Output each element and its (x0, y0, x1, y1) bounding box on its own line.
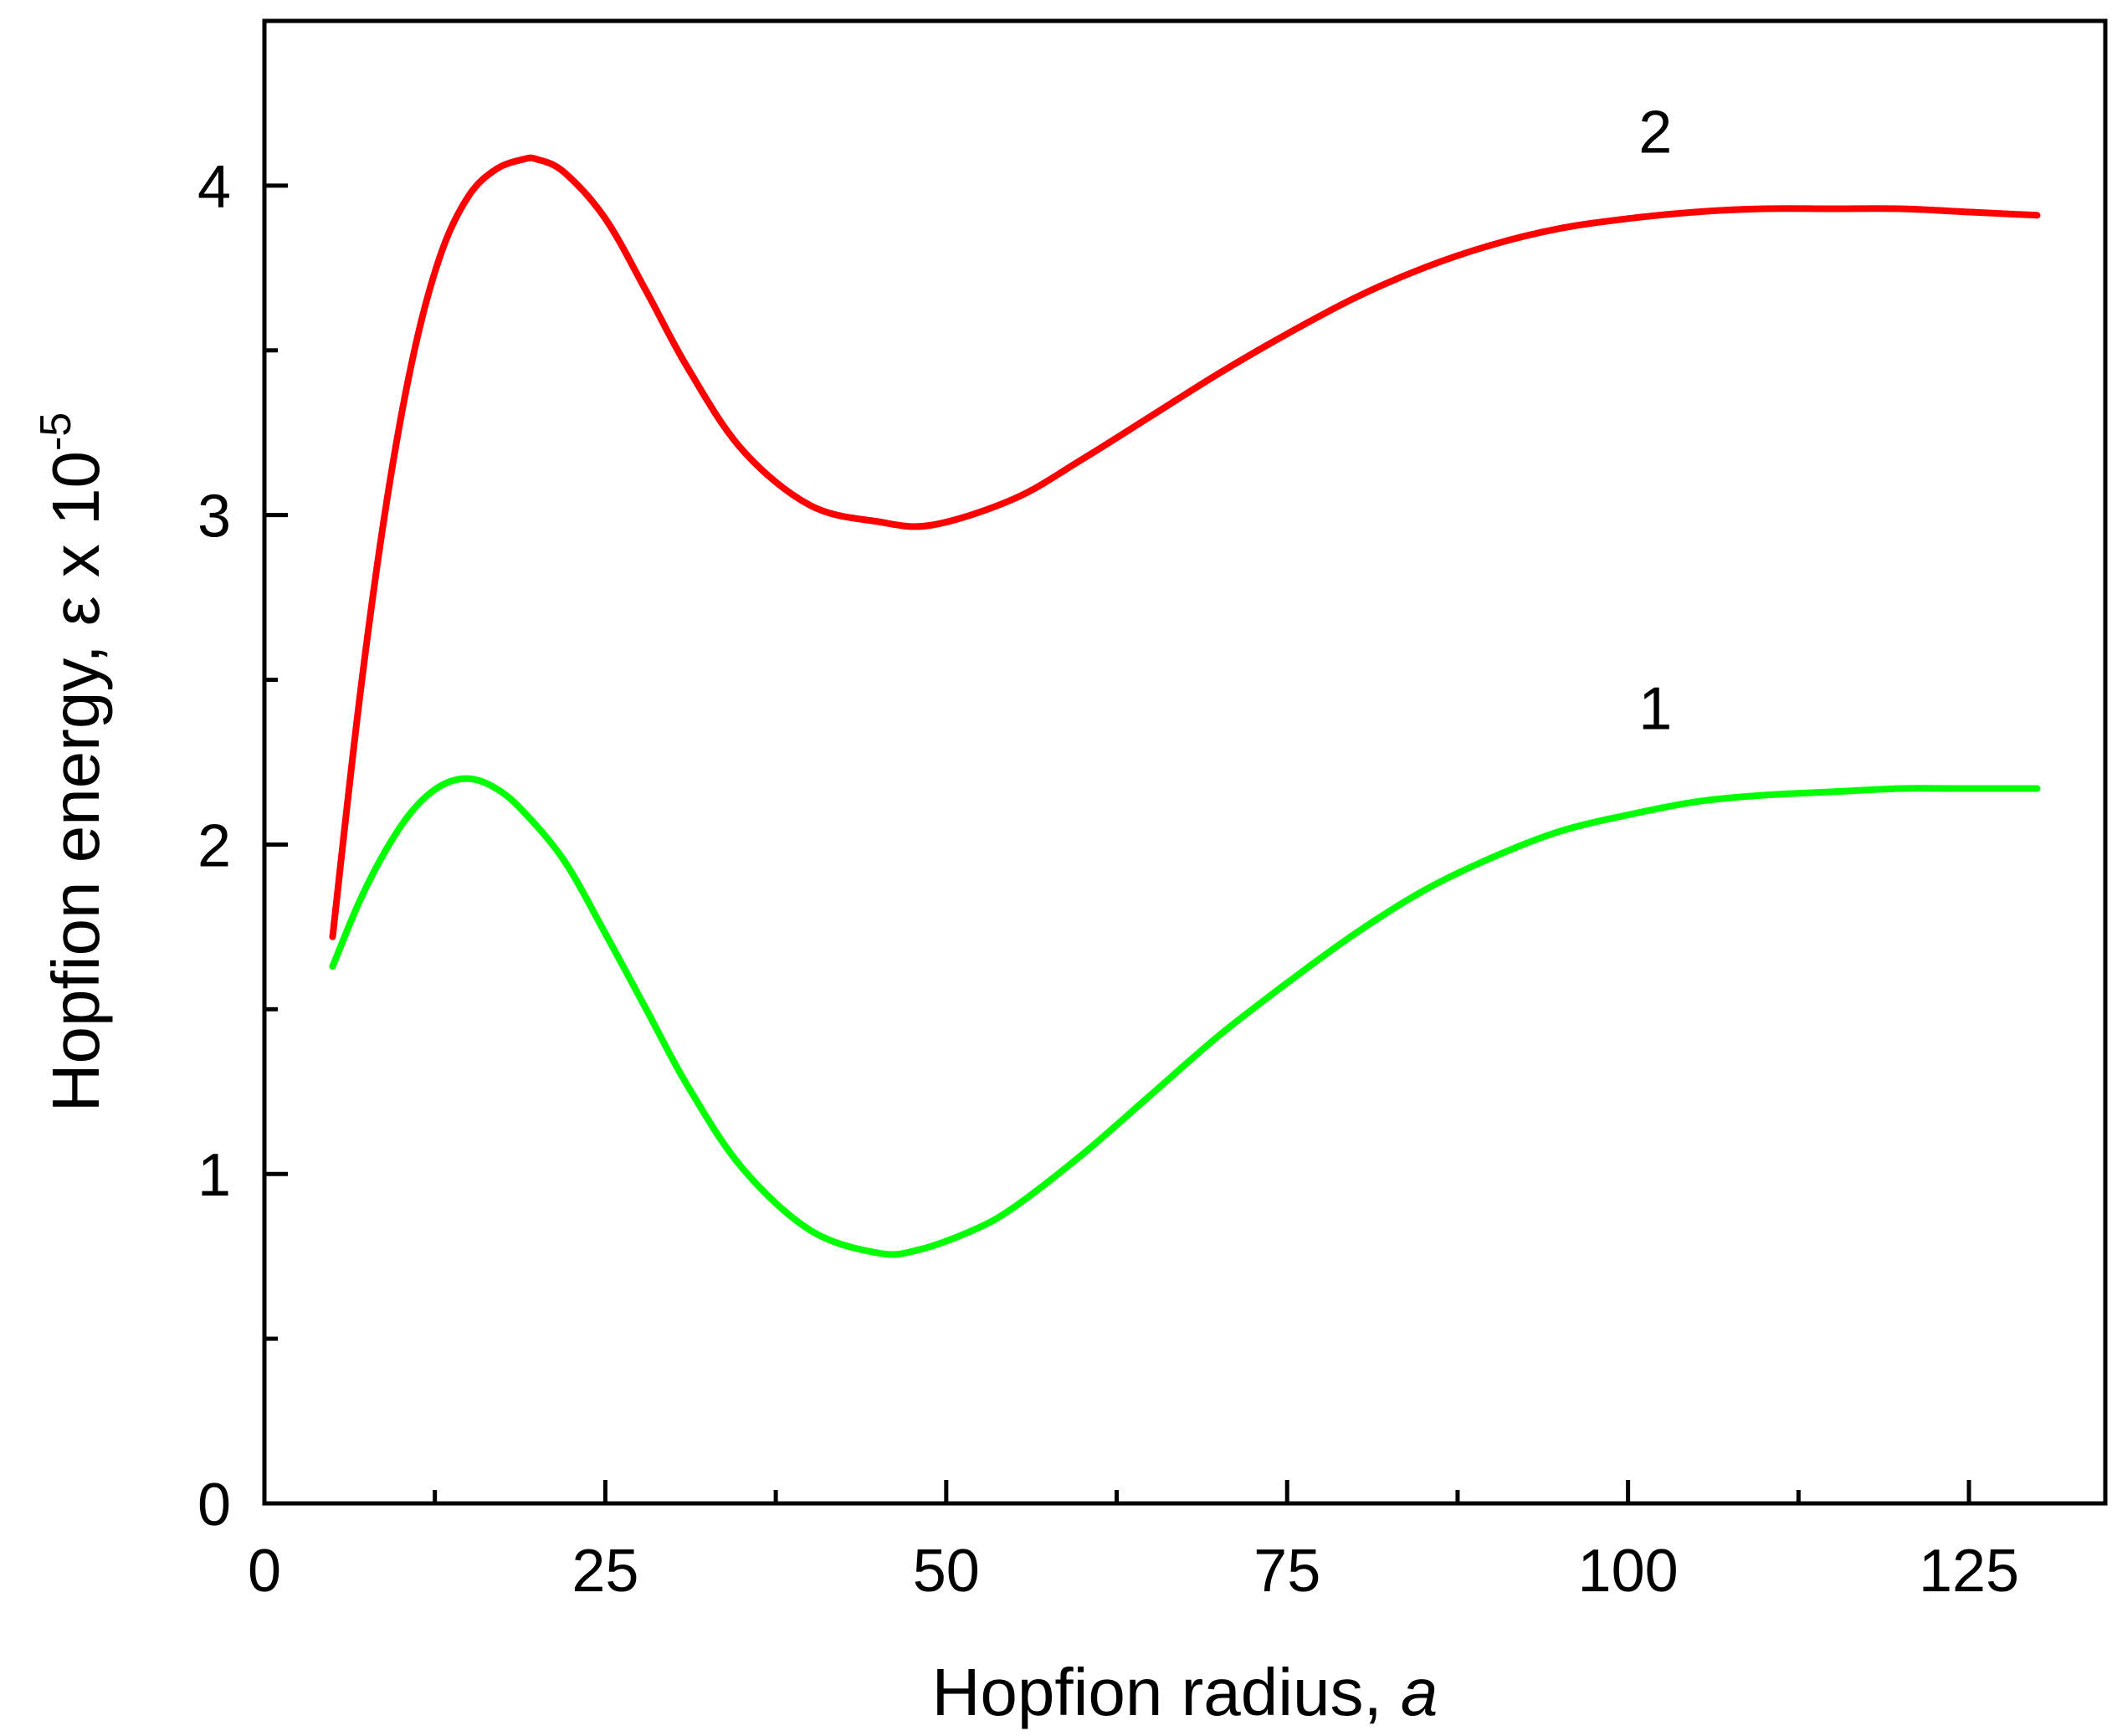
y-axis-title-text: Hopfion energy, ε x 10 (38, 451, 113, 1112)
x-tick-label: 125 (1919, 1538, 2019, 1605)
y-tick-label: 3 (197, 484, 231, 551)
series-2-line (329, 154, 2041, 940)
y-axis-title-exponent: -5 (32, 412, 80, 451)
curve-label-2: 2 (1638, 100, 1672, 166)
y-tick-label: 2 (197, 812, 231, 879)
plot-frame (262, 18, 2108, 1506)
x-axis-title-text: Hopfion radius, (932, 1655, 1401, 1729)
x-tick-label: 25 (572, 1538, 638, 1605)
y-tick-label: 4 (197, 154, 231, 221)
curve-label-1: 1 (1638, 676, 1672, 743)
y-axis-title: Hopfion energy, ε x 10-5 (32, 412, 113, 1112)
x-axis-title-variable: a (1401, 1655, 1438, 1729)
series-1-line (329, 775, 2041, 1258)
curve-labels: 21 (1638, 100, 1672, 743)
x-tick-label: 0 (248, 1538, 281, 1605)
y-tick-label: 1 (197, 1142, 231, 1209)
x-axis-title: Hopfion radius, a (932, 1655, 1438, 1729)
tick-marks (262, 183, 1971, 1506)
curves (329, 154, 2041, 1258)
y-tick-label: 0 (197, 1472, 231, 1539)
x-tick-label: 75 (1253, 1538, 1320, 1605)
x-tick-label: 50 (913, 1538, 980, 1605)
x-tick-label: 100 (1578, 1538, 1679, 1605)
tick-labels: 0 25 50 75 100 125 0 1 2 3 4 (197, 154, 2019, 1605)
